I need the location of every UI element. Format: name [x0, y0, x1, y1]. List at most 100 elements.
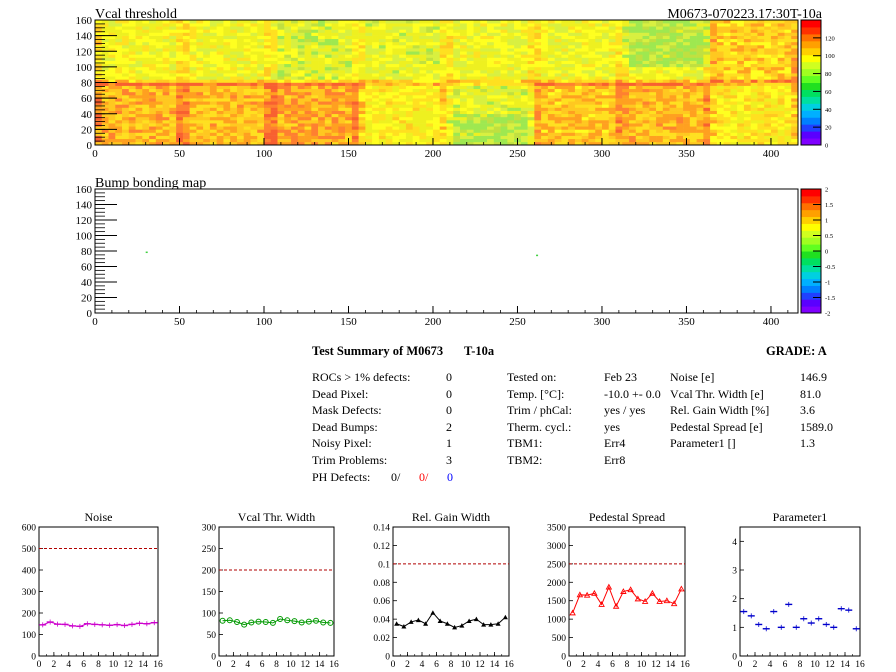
heatmap-cell	[649, 51, 657, 55]
heatmap-cell	[453, 32, 461, 36]
heatmap-cell	[737, 54, 745, 58]
heatmap-cell	[601, 85, 610, 90]
heatmap-cell	[608, 35, 616, 40]
heatmap-cell	[784, 104, 792, 108]
heatmap-cell	[493, 98, 501, 102]
heatmap-cell	[703, 110, 711, 115]
heatmap-cell	[236, 104, 245, 108]
heatmap-cell	[405, 141, 414, 146]
heatmap-cell	[223, 76, 231, 80]
heatmap-cell	[236, 110, 245, 115]
heatmap-cell	[635, 110, 643, 115]
heatmap-cell	[453, 70, 461, 74]
heatmap-cell	[392, 116, 400, 121]
heatmap-cell	[385, 116, 393, 121]
heatmap-cell	[615, 88, 623, 93]
heatmap-cell	[162, 70, 170, 74]
heatmap-cell	[432, 95, 441, 99]
heatmap-cell	[737, 35, 745, 40]
heatmap-cell	[419, 26, 427, 30]
vcal-threshold-map: Vcal threshold M0673-070223.17:30T-10a 0…	[76, 7, 835, 160]
x-tick-label: 16	[855, 660, 865, 670]
heatmap-cell	[372, 20, 380, 24]
heatmap-cell	[561, 116, 569, 121]
heatmap-cell	[460, 79, 468, 83]
heatmap-cell	[101, 70, 109, 74]
heatmap-cell	[277, 138, 285, 143]
heatmap-cell	[297, 123, 305, 127]
heatmap-cell	[297, 135, 305, 140]
heatmap-cell	[588, 57, 596, 61]
heatmap-cell	[743, 26, 751, 30]
heatmap-cell	[230, 26, 238, 30]
heatmap-cell	[297, 54, 305, 58]
heatmap-cell	[737, 138, 745, 143]
heatmap-cell	[345, 45, 353, 49]
heatmap-cell	[230, 126, 238, 130]
heatmap-cell	[135, 29, 143, 33]
heatmap-cell	[737, 95, 745, 99]
heatmap-cell	[466, 91, 474, 96]
heatmap-cell	[338, 79, 346, 83]
heatmap-cell	[588, 120, 596, 124]
heatmap-cell	[176, 60, 184, 65]
heatmap-cell	[128, 82, 136, 86]
defect-count-value: 0	[446, 403, 452, 418]
heatmap-cell	[405, 82, 414, 86]
heatmap-cell	[108, 107, 116, 111]
heatmap-cell	[777, 73, 785, 77]
heatmap-cell	[115, 129, 123, 133]
heatmap-cell	[595, 73, 603, 77]
heatmap-cell	[791, 88, 799, 93]
heatmap-cell	[297, 63, 305, 68]
heatmap-cell	[500, 91, 508, 96]
heatmap-cell	[487, 63, 495, 68]
heatmap-cell	[338, 82, 346, 86]
heatmap-cell	[669, 26, 677, 30]
heatmap-cell	[196, 63, 204, 68]
data-point	[255, 618, 262, 625]
heatmap-cell	[696, 126, 704, 130]
heatmap-cell	[723, 123, 731, 127]
heatmap-cell	[743, 79, 751, 83]
heatmap-cell	[737, 23, 745, 27]
heatmap-cell	[399, 138, 407, 143]
heatmap-cell	[446, 135, 454, 140]
heatmap-cell	[419, 66, 427, 71]
heatmap-cell	[392, 57, 400, 61]
heatmap-cell	[432, 113, 441, 118]
heatmap-cell	[770, 107, 779, 111]
heatmap-cell	[345, 98, 353, 102]
heatmap-cell	[723, 82, 731, 86]
heatmap-cell	[149, 76, 157, 80]
heatmap-cell	[676, 101, 684, 105]
heatmap-cell	[534, 104, 542, 108]
heatmap-cell	[568, 54, 576, 58]
y-tick-label: 1000	[547, 616, 566, 626]
heatmap-cell	[216, 57, 224, 61]
palette-band	[801, 61, 821, 70]
heatmap-cell	[405, 88, 414, 93]
heatmap-cell	[649, 29, 657, 33]
heatmap-cell	[392, 70, 400, 74]
heatmap-cell	[683, 26, 691, 30]
heatmap-cell	[243, 35, 251, 40]
heatmap-cell	[730, 91, 738, 96]
heatmap-cell	[122, 35, 130, 40]
heatmap-cell	[601, 132, 610, 136]
heatmap-cell	[791, 85, 799, 90]
x-tick-label: 0	[567, 660, 572, 670]
heatmap-cell	[527, 113, 535, 118]
heatmap-cell	[365, 132, 373, 136]
heatmap-cell	[169, 101, 177, 105]
heatmap-cell	[122, 104, 130, 108]
heatmap-cell	[622, 63, 630, 68]
heatmap-cell	[399, 113, 407, 118]
heatmap-cell	[703, 85, 711, 90]
heatmap-cell	[683, 113, 691, 118]
heatmap-cell	[791, 70, 799, 74]
heatmap-cell	[378, 98, 386, 102]
chart-title: Vcal Thr. Width	[238, 510, 315, 524]
heatmap-cell	[399, 116, 407, 121]
heatmap-cell	[412, 132, 420, 136]
